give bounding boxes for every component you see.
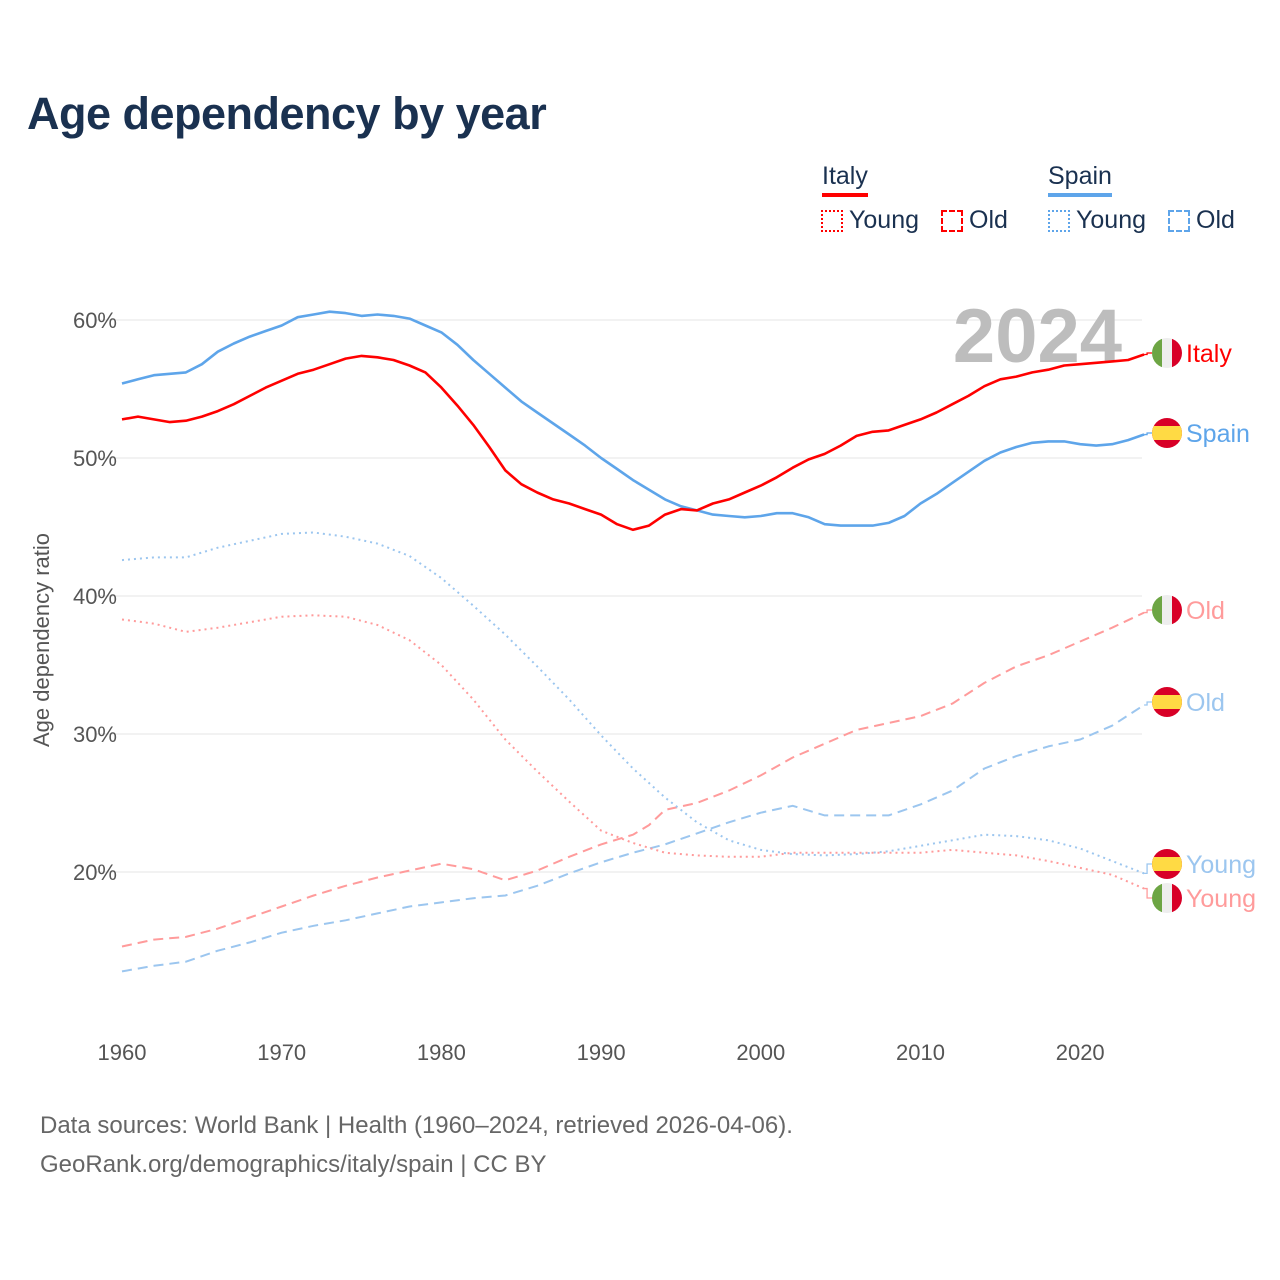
page-title: Age dependency by year: [27, 88, 547, 139]
italy-flag-icon: [1152, 338, 1182, 368]
end-connector: [1144, 432, 1152, 436]
end-label-italy-young: Young: [1186, 885, 1256, 913]
end-connector: [1144, 701, 1152, 706]
series-line-spain-total: [121, 310, 1145, 527]
x-tick-label: 1990: [577, 1040, 626, 1065]
italy-flag-icon: [1152, 595, 1182, 625]
year-watermark: 2024: [953, 294, 1122, 379]
end-connector: [1144, 887, 1152, 899]
legend-spain-old-label: Old: [1196, 206, 1235, 234]
data-source-text: Data sources: World Bank | Health (1960–…: [40, 1112, 793, 1139]
dashed-swatch-icon: [941, 209, 963, 232]
legend-italy-young-label: Young: [849, 206, 919, 234]
end-label-spain-old: Old: [1186, 689, 1225, 717]
legend-spain-swatch: [1048, 193, 1112, 197]
x-tick-label: 1980: [417, 1040, 466, 1065]
end-connector: [1144, 609, 1152, 614]
italy-flag-icon: [1152, 883, 1182, 913]
dashed-swatch-icon: [1168, 209, 1190, 232]
source-link[interactable]: GeoRank.org/demographics/italy/spain | C…: [40, 1151, 547, 1178]
end-label-spain-total: Spain: [1186, 420, 1250, 448]
x-tick-label: 2010: [896, 1040, 945, 1065]
x-tick-label: 1960: [98, 1040, 147, 1065]
legend-italy-swatch: [822, 193, 868, 197]
legend-italy-label: Italy: [822, 162, 868, 190]
series-line-italy-old: [121, 611, 1145, 948]
x-tick-label: 2000: [736, 1040, 785, 1065]
dotted-swatch-icon: [1048, 209, 1070, 232]
y-tick-label: 30%: [73, 722, 117, 747]
end-label-spain-young: Young: [1186, 851, 1256, 879]
legend-italy-old-label: Old: [969, 206, 1008, 234]
legend-italy-old[interactable]: Old: [941, 206, 1008, 235]
legend-spain-old[interactable]: Old: [1168, 206, 1235, 235]
y-tick-label: 50%: [73, 446, 117, 471]
legend-spain-young[interactable]: Young: [1048, 206, 1146, 235]
end-label-italy-total: Italy: [1186, 340, 1232, 368]
spain-flag-icon: [1152, 687, 1182, 717]
end-connector: [1144, 352, 1152, 356]
x-tick-label: 2020: [1056, 1040, 1105, 1065]
legend-italy[interactable]: Italy: [822, 162, 868, 197]
legend-italy-young[interactable]: Young: [821, 206, 919, 235]
series-line-italy-young: [121, 614, 1145, 890]
series-line-spain-young: [121, 531, 1145, 875]
series-line-spain-old: [121, 704, 1145, 973]
legend-spain[interactable]: Spain: [1048, 162, 1112, 197]
y-tick-label: 40%: [73, 584, 117, 609]
legend-spain-young-label: Young: [1076, 206, 1146, 234]
end-connector: [1144, 863, 1152, 875]
series-line-italy-total: [121, 353, 1145, 532]
x-tick-label: 1970: [257, 1040, 306, 1065]
end-label-italy-old: Old: [1186, 597, 1225, 625]
y-tick-label: 60%: [73, 308, 117, 333]
legend-spain-label: Spain: [1048, 162, 1112, 190]
y-tick-label: 20%: [73, 860, 117, 885]
spain-flag-icon: [1152, 849, 1182, 879]
spain-flag-icon: [1152, 418, 1182, 448]
dotted-swatch-icon: [821, 209, 843, 232]
footer: Data sources: World Bank | Health (1960–…: [40, 1106, 793, 1184]
